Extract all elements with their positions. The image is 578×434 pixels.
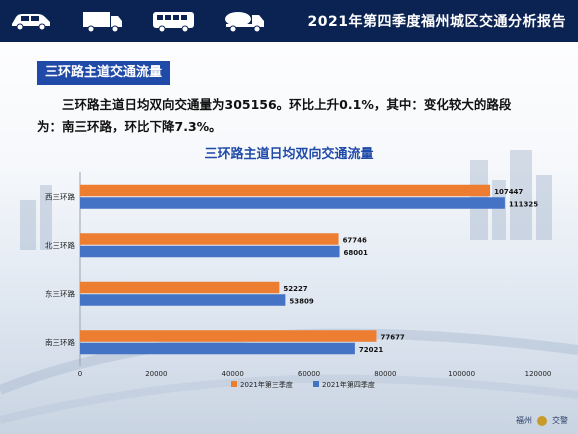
x-tick-label: 120000 bbox=[525, 370, 552, 378]
bar-q3 bbox=[80, 330, 377, 342]
bar-q4 bbox=[80, 342, 355, 355]
bar-q4 bbox=[80, 294, 286, 306]
x-tick-label: 20000 bbox=[145, 370, 167, 378]
data-label: 111325 bbox=[509, 200, 538, 208]
truck-icon bbox=[83, 12, 122, 33]
summary-line-2: 为：南三环路，环比下降7.3%。 bbox=[37, 119, 222, 134]
data-label: 72021 bbox=[359, 346, 383, 354]
footer-logo: 福州 交警 bbox=[516, 415, 568, 426]
mixer-truck-icon bbox=[225, 12, 264, 33]
data-label: 53809 bbox=[289, 297, 313, 305]
header-bar: 2021年第四季度福州城区交通分析报告 bbox=[0, 0, 578, 42]
bar-q4 bbox=[80, 197, 505, 209]
bus-icon bbox=[153, 12, 194, 33]
summary-text: 三环路主道日均双向交通量为305156。环比上升0.1%，其中：变化较大的路段 … bbox=[37, 94, 552, 138]
data-label: 107447 bbox=[494, 188, 523, 196]
data-label: 77677 bbox=[380, 333, 404, 341]
bar-q3 bbox=[80, 233, 339, 245]
legend-label: 2021年第四季度 bbox=[322, 380, 375, 389]
bar-q3 bbox=[80, 281, 280, 294]
x-tick-label: 60000 bbox=[298, 370, 320, 378]
bar-q3 bbox=[80, 184, 491, 197]
report-title: 2021年第四季度福州城区交通分析报告 bbox=[307, 14, 566, 30]
police-badge-icon bbox=[537, 415, 547, 426]
summary-line-1: 三环路主道日均双向交通量为305156。环比上升0.1%，其中：变化较大的路段 bbox=[62, 97, 512, 112]
data-label: 68001 bbox=[344, 249, 368, 257]
section-tag: 三环路主道交通流量 bbox=[37, 61, 171, 85]
data-label: 67746 bbox=[343, 236, 367, 244]
x-tick-label: 80000 bbox=[374, 370, 396, 378]
category-label: 西三环路 bbox=[45, 191, 75, 201]
car-icon bbox=[12, 14, 50, 31]
category-label: 北三环路 bbox=[45, 240, 75, 250]
category-label: 东三环路 bbox=[45, 288, 75, 298]
x-tick-label: 40000 bbox=[222, 370, 244, 378]
x-tick-label: 100000 bbox=[448, 370, 475, 378]
legend-swatch-q4 bbox=[313, 381, 319, 387]
bar-q4 bbox=[80, 245, 340, 258]
data-label: 52227 bbox=[283, 285, 307, 293]
footer-left-text: 福州 bbox=[516, 416, 532, 425]
legend-label: 2021年第三季度 bbox=[240, 380, 293, 389]
x-tick-label: 0 bbox=[78, 370, 82, 378]
chart-title: 三环路主道日均双向交通流量 bbox=[204, 146, 373, 162]
legend-swatch-q3 bbox=[231, 381, 237, 387]
footer-right-text: 交警 bbox=[552, 416, 568, 425]
category-label: 南三环路 bbox=[45, 337, 75, 347]
